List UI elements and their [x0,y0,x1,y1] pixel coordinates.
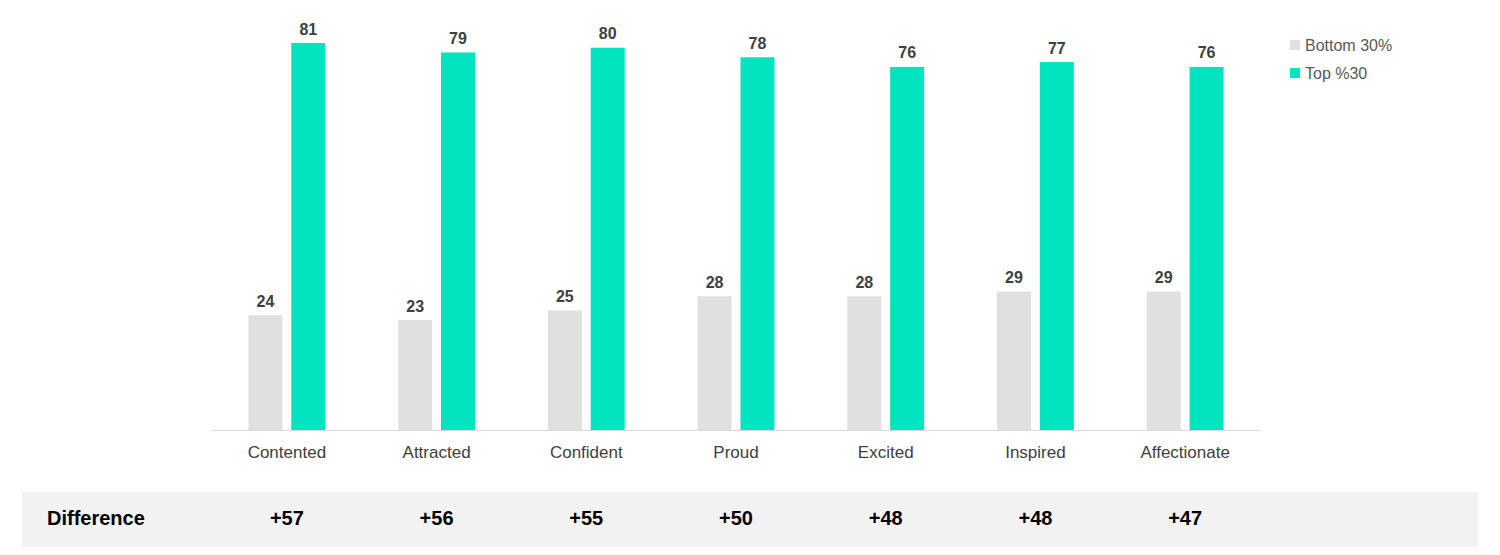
svg-text:+48: +48 [869,507,903,529]
svg-text:81: 81 [299,21,317,38]
svg-text:28: 28 [855,274,873,291]
svg-text:Difference: Difference [47,507,145,529]
svg-text:+48: +48 [1018,507,1052,529]
svg-text:Attracted: Attracted [403,443,471,462]
svg-text:79: 79 [449,30,467,47]
svg-text:+55: +55 [569,507,603,529]
svg-text:Inspired: Inspired [1005,443,1065,462]
svg-text:Excited: Excited [858,443,914,462]
svg-text:+47: +47 [1168,507,1202,529]
svg-text:Affectionate: Affectionate [1140,443,1229,462]
svg-text:Bottom 30%: Bottom 30% [1305,37,1392,54]
svg-text:Top %30: Top %30 [1305,65,1367,82]
svg-text:76: 76 [1198,44,1216,61]
svg-text:76: 76 [898,44,916,61]
svg-text:29: 29 [1155,269,1173,286]
svg-text:Confident: Confident [550,443,623,462]
svg-text:23: 23 [406,298,424,315]
svg-text:Contented: Contented [248,443,326,462]
svg-text:+56: +56 [420,507,454,529]
svg-text:+57: +57 [270,507,304,529]
svg-text:28: 28 [706,274,724,291]
svg-text:78: 78 [749,35,767,52]
svg-text:29: 29 [1005,269,1023,286]
svg-text:+50: +50 [719,507,753,529]
svg-text:Proud: Proud [713,443,758,462]
svg-text:24: 24 [257,293,275,310]
svg-text:80: 80 [599,25,617,42]
svg-text:25: 25 [556,288,574,305]
svg-text:77: 77 [1048,40,1066,57]
